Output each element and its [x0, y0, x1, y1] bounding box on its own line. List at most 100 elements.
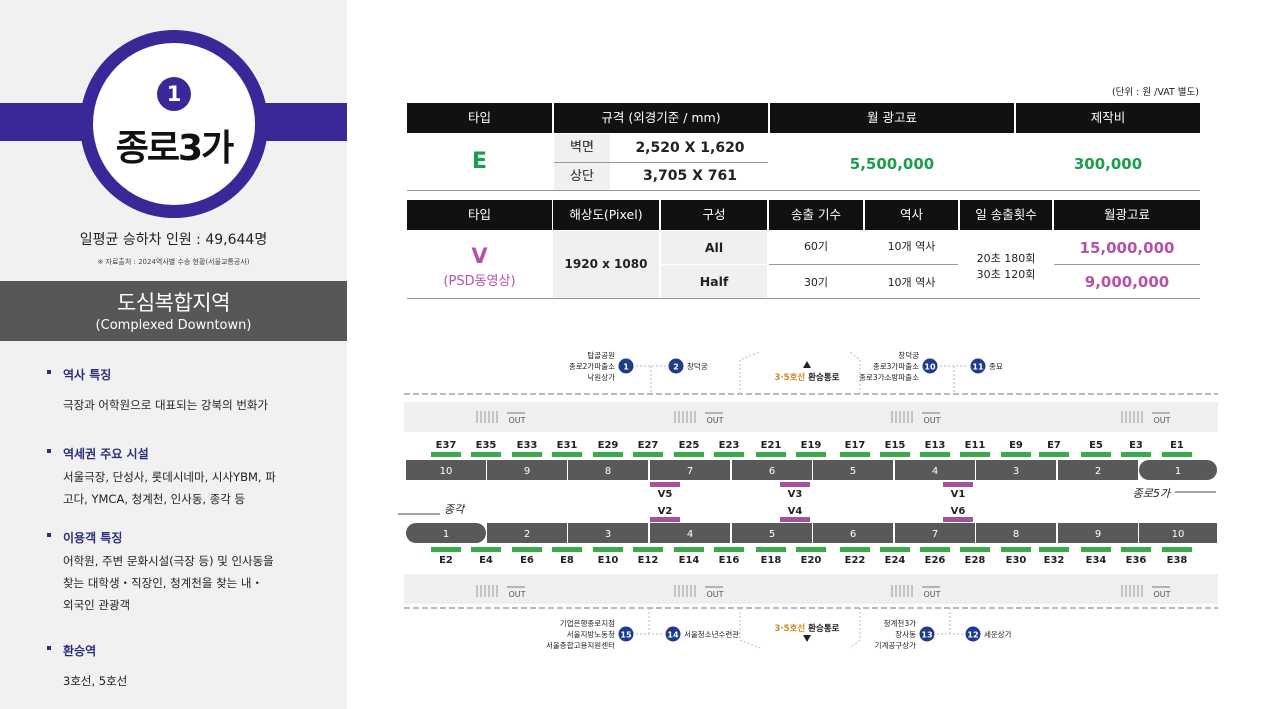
ad-marker-top — [593, 452, 623, 457]
t1-production-fee: 300,000 — [1073, 155, 1143, 173]
feature-history: 역사 특징 극장과 어학원으로 대표되는 강북의 번화가 — [47, 366, 317, 416]
t2-header-daily: 일 송출횟수 — [960, 200, 1052, 230]
ad-code-top: E11 — [965, 440, 986, 451]
bullet-icon — [47, 646, 51, 650]
ad-marker-bottom — [840, 547, 870, 552]
exit-number-icon — [618, 358, 634, 374]
ad-marker-top — [1001, 452, 1031, 457]
t1-header-type: 타입 — [407, 103, 552, 133]
t2-resolution: 1920 x 1080 — [553, 231, 659, 298]
ad-marker-bottom — [1121, 547, 1151, 552]
direction-right: 종로5가 — [1133, 487, 1172, 500]
exit-label: 서울지방노동청 — [567, 629, 615, 639]
ad-marker-bottom — [796, 547, 826, 552]
video-code-bottom: V6 — [951, 506, 966, 517]
exit-connector — [937, 608, 963, 635]
feature-users: 이용객 특징 어학원, 주변 문화시설(극장 등) 및 인사동을 찾는 대학생・직… — [47, 529, 317, 616]
exit-number-icon — [618, 626, 634, 642]
t2-type-sub: (PSD동영상) — [443, 274, 516, 289]
train-car-top — [650, 460, 730, 480]
transfer-connector — [849, 351, 861, 394]
ad-code-bottom: E20 — [801, 555, 822, 566]
ad-code-bottom: E22 — [845, 555, 866, 566]
direction-left: 종각 — [444, 503, 466, 516]
car-number-top: 6 — [769, 466, 775, 477]
platform-band-top — [404, 402, 1218, 432]
ad-code-top: E29 — [598, 440, 619, 451]
car-number-top: 10 — [440, 466, 453, 477]
exit-label: 기계공구상가 — [875, 640, 916, 650]
ad-code-bottom: E38 — [1167, 555, 1188, 566]
car-number-top: 5 — [850, 466, 856, 477]
out-label: OUT — [706, 590, 723, 599]
ad-code-top: E15 — [885, 440, 906, 451]
t1-row-label: 상단 — [554, 163, 610, 190]
transfer-connector — [849, 608, 861, 649]
video-code-bottom: V4 — [788, 506, 803, 517]
ad-marker-bottom — [714, 547, 744, 552]
ad-marker-bottom — [593, 547, 623, 552]
exit-label: 청계천3가 — [884, 618, 916, 628]
ad-code-bottom: E32 — [1044, 555, 1065, 566]
t1-row-divider — [554, 162, 768, 163]
ad-marker-top — [880, 452, 910, 457]
ad-code-bottom: E28 — [965, 555, 986, 566]
ad-code-bottom: E10 — [598, 555, 619, 566]
t2-fee: 9,000,000 — [1084, 273, 1170, 291]
exit-number-icon — [965, 626, 981, 642]
train-car-bottom — [650, 523, 730, 543]
exit-number: 13 — [921, 631, 932, 640]
station-badge: 1 종로3가 — [80, 30, 268, 218]
train-car-bottom — [976, 523, 1056, 543]
exit-number-icon — [919, 626, 935, 642]
car-number-top: 9 — [524, 466, 530, 477]
exit-number: 15 — [620, 631, 632, 640]
ad-code-top: E13 — [925, 440, 946, 451]
exit-number-icon — [922, 358, 938, 374]
train-car-bottom — [487, 523, 567, 543]
ad-code-bottom: E18 — [761, 555, 782, 566]
ad-code-top: E33 — [517, 440, 538, 451]
t2-units: 60기 — [803, 240, 829, 253]
exit-label: 탑골공원 — [587, 351, 615, 360]
bullet-icon — [47, 533, 51, 537]
train-car-top — [487, 460, 567, 480]
ad-code-bottom: E24 — [885, 555, 906, 566]
exit-label: 기업은행종로지점 — [560, 618, 615, 628]
ad-marker-bottom — [512, 547, 542, 552]
ad-marker-bottom — [674, 547, 704, 552]
car-number-bottom: 9 — [1095, 529, 1101, 540]
t1-bottom-line — [407, 190, 1200, 191]
ad-marker-top — [920, 452, 950, 457]
car-number-bottom: 1 — [443, 529, 449, 540]
t1-header-size: 규격 (외경기준 / mm) — [554, 103, 768, 133]
exit-label: 세운상가 — [984, 629, 1012, 639]
exit-number-icon — [665, 626, 681, 642]
t1-monthly-fee: 5,500,000 — [849, 155, 935, 173]
exit-connector — [940, 365, 968, 394]
feature-title: 이용객 특징 — [47, 529, 317, 546]
train-car-top — [568, 460, 648, 480]
t1-header-monthly: 월 광고료 — [770, 103, 1014, 133]
ad-marker-top — [431, 452, 461, 457]
car-number-bottom: 5 — [769, 529, 775, 540]
station-name: 종로3가 — [115, 128, 234, 169]
train-car-top — [1058, 460, 1138, 480]
riders-source: ※ 자료출처 : 2024역사별 수송 현황(서울교통공사) — [97, 258, 250, 266]
t2-type: V — [471, 244, 488, 268]
video-code-top: V5 — [658, 489, 673, 500]
ad-code-top: E3 — [1129, 440, 1143, 451]
bullet-icon — [47, 370, 51, 374]
car-number-bottom: 8 — [1013, 529, 1019, 540]
feature-body: 어학원, 주변 문화시설(극장 등) 및 인사동을 찾는 대학생・직장인, 청계천… — [63, 554, 274, 612]
platform-band-bottom — [404, 574, 1218, 604]
zone-title: 도심복합지역 — [117, 291, 230, 315]
ad-code-top: E23 — [719, 440, 740, 451]
train-car-bottom — [1139, 523, 1217, 543]
train-car-bottom — [1058, 523, 1138, 543]
station-badge-inner: 1 종로3가 — [93, 43, 255, 205]
ad-marker-bottom — [960, 547, 990, 552]
ad-code-bottom: E2 — [439, 555, 453, 566]
ad-code-top: E5 — [1089, 440, 1103, 451]
train-car-top — [976, 460, 1056, 480]
